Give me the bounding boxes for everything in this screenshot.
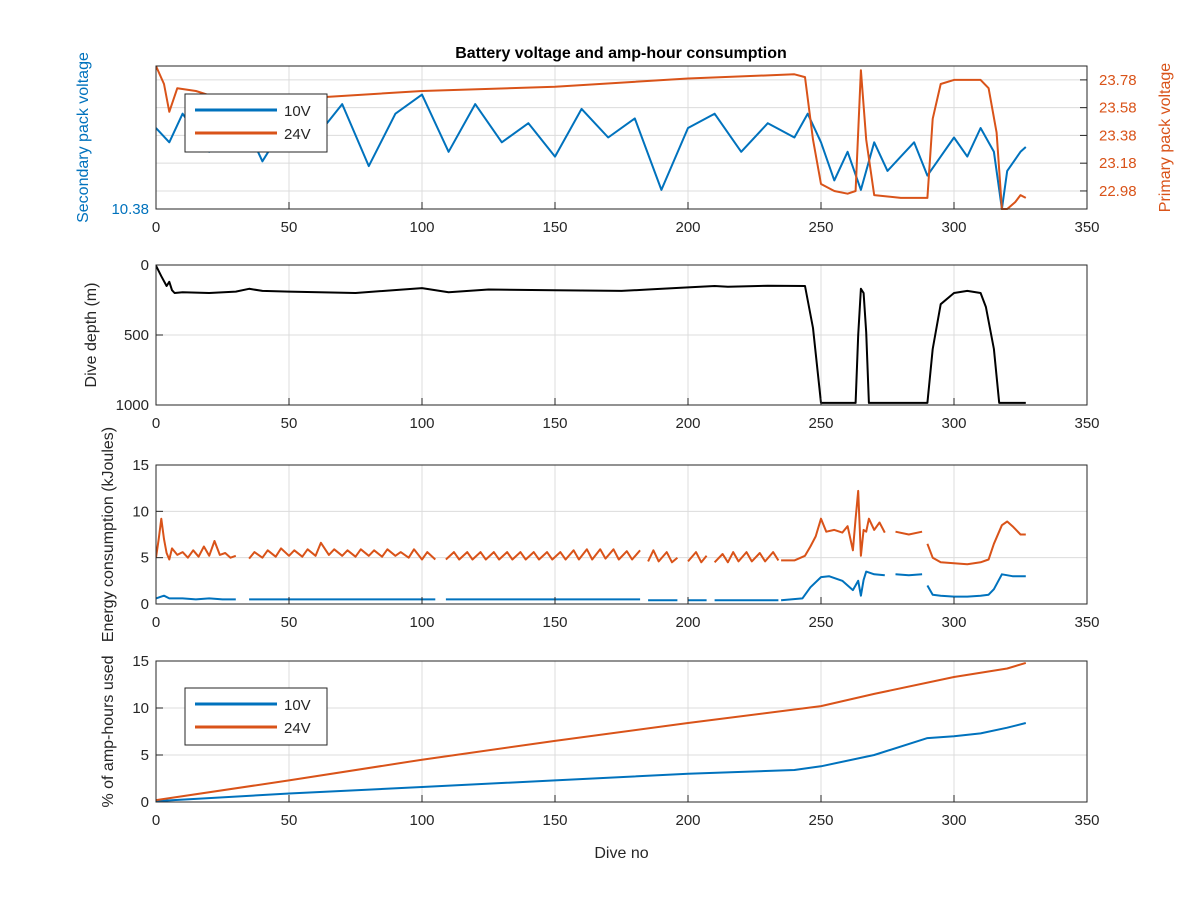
energy-y-tick-label: 15 — [132, 457, 149, 474]
amphours-x-tick-label: 300 — [941, 812, 966, 829]
energy-y-tick-label: 10 — [132, 503, 149, 520]
amphours-x-tick-label: 250 — [808, 812, 833, 829]
depth-x-tick-label: 50 — [281, 415, 298, 432]
amphours-x-tick-label: 200 — [675, 812, 700, 829]
energy-series-10v-seg-0 — [156, 594, 236, 601]
amphours-x-tick-label: 50 — [281, 812, 298, 829]
amphours-y-tick-label: 5 — [141, 747, 149, 764]
voltage-legend-label-10v: 10V — [284, 103, 311, 120]
energy-x-tick-label: 300 — [941, 614, 966, 631]
amphours-x-label: Dive no — [594, 845, 648, 862]
voltage-y2-tick-label: 22.98 — [1099, 183, 1137, 200]
voltage-x-tick-label: 300 — [941, 219, 966, 236]
amphours-x-tick-label: 0 — [152, 812, 160, 829]
energy-series-24v-seg-4 — [687, 551, 708, 564]
voltage-y2-tick-label: 23.58 — [1099, 100, 1137, 117]
amphours-axes-box — [155, 660, 1088, 803]
amphours-series-group — [156, 661, 1027, 803]
energy-y-tick-label: 5 — [141, 550, 149, 567]
energy-series-24v-seg-2 — [445, 548, 641, 561]
energy-x-tick-label: 200 — [675, 614, 700, 631]
energy-series-24v-seg-0 — [156, 517, 237, 561]
energy-series-24v-seg-7 — [895, 530, 923, 536]
energy-series-24v-seg-3 — [647, 549, 679, 564]
voltage-legend-label-24v: 24V — [284, 126, 311, 143]
voltage-y2-tick-label: 23.18 — [1099, 155, 1137, 172]
voltage-x-tick-label: 150 — [542, 219, 567, 236]
voltage-x-tick-label: 350 — [1074, 219, 1099, 236]
depth-series-group — [156, 265, 1026, 404]
energy-x-tick-label: 50 — [281, 614, 298, 631]
depth-x-tick-label: 150 — [542, 415, 567, 432]
depth-x-tick-label: 200 — [675, 415, 700, 432]
energy-plot-area — [156, 465, 1087, 604]
energy-x-tick-label: 250 — [808, 614, 833, 631]
panel-depth: 0 50 100 150 200 250 300 350 0 500 1000 Dive depth … — [83, 257, 1100, 432]
voltage-x-tick-label: 0 — [152, 219, 160, 236]
amphours-y-label: % of amp-hours used — [100, 655, 117, 807]
energy-x-tick-label: 100 — [409, 614, 434, 631]
energy-x-tick-label: 150 — [542, 614, 567, 631]
energy-x-tick-label: 350 — [1074, 614, 1099, 631]
depth-y-label: Dive depth (m) — [83, 283, 100, 388]
voltage-x-tick-label: 250 — [808, 219, 833, 236]
voltage-x-tick-label: 50 — [281, 219, 298, 236]
energy-series-10v-seg-8 — [926, 573, 1026, 598]
depth-series-line — [156, 265, 1026, 404]
amphours-series-10v — [156, 722, 1027, 803]
panel-energy: 0 50 100 150 200 250 300 350 0 5 10 15 Energy consum… — [100, 427, 1100, 642]
voltage-y-label: Secondary pack voltage — [75, 52, 92, 223]
amphours-x-tick-label: 150 — [542, 812, 567, 829]
figure-title: Battery voltage and amp-hour consumption — [455, 45, 787, 62]
voltage-legend-box — [184, 93, 328, 153]
depth-x-tick-label: 250 — [808, 415, 833, 432]
energy-series-24v-seg-1 — [248, 541, 436, 561]
depth-x-tick-label: 300 — [941, 415, 966, 432]
depth-grid — [156, 265, 1087, 405]
panel-amphours: 0 50 100 150 200 250 300 350 0 5 10 15 % of amp-hour… — [100, 653, 1100, 862]
energy-y-tick-label: 0 — [141, 596, 149, 613]
amphours-y-tick-label: 15 — [132, 653, 149, 670]
voltage-y-tick-label: 10.38 — [111, 201, 149, 218]
energy-axes-box — [155, 464, 1088, 605]
energy-series-10v-seg-6 — [781, 570, 885, 602]
voltage-y2-tick-label: 23.78 — [1099, 72, 1137, 89]
voltage-x-tick-label: 200 — [675, 219, 700, 236]
amphours-y-tick-label: 10 — [132, 700, 149, 717]
energy-x-tick-label: 0 — [152, 614, 160, 631]
voltage-x-tick-label: 100 — [409, 219, 434, 236]
depth-y-tick-label: 1000 — [116, 397, 149, 414]
amphours-y-tick-label: 0 — [141, 794, 149, 811]
voltage-axes-box — [155, 65, 1088, 210]
depth-x-tick-label: 0 — [152, 415, 160, 432]
energy-y-label: Energy consumption (kJoules) — [100, 427, 117, 642]
amphours-legend-box — [184, 687, 328, 746]
depth-x-tick-label: 100 — [409, 415, 434, 432]
energy-series-group — [156, 489, 1026, 602]
amphours-legend-label-24v: 24V — [284, 720, 311, 737]
amphours-x-tick-label: 100 — [409, 812, 434, 829]
amphours-x-tick-label: 350 — [1074, 812, 1099, 829]
depth-y-tick-label: 0 — [141, 257, 149, 274]
voltage-y2-label: Primary pack voltage — [1157, 63, 1174, 212]
energy-series-24v-seg-6 — [781, 489, 886, 562]
energy-series-10v-seg-7 — [895, 573, 923, 577]
depth-y-tick-label: 500 — [124, 327, 149, 344]
amphours-legend-label-10v: 10V — [284, 697, 311, 714]
energy-series-24v-seg-5 — [713, 551, 780, 564]
energy-series-24v-seg-8 — [926, 520, 1026, 566]
amphours-series-24v — [156, 661, 1027, 802]
panel-voltage: 0 50 100 150 200 250 300 350 10.38 22.98 23.18 23.3… — [75, 52, 1174, 236]
depth-x-tick-label: 350 — [1074, 415, 1099, 432]
voltage-y2-tick-label: 23.38 — [1099, 127, 1137, 144]
